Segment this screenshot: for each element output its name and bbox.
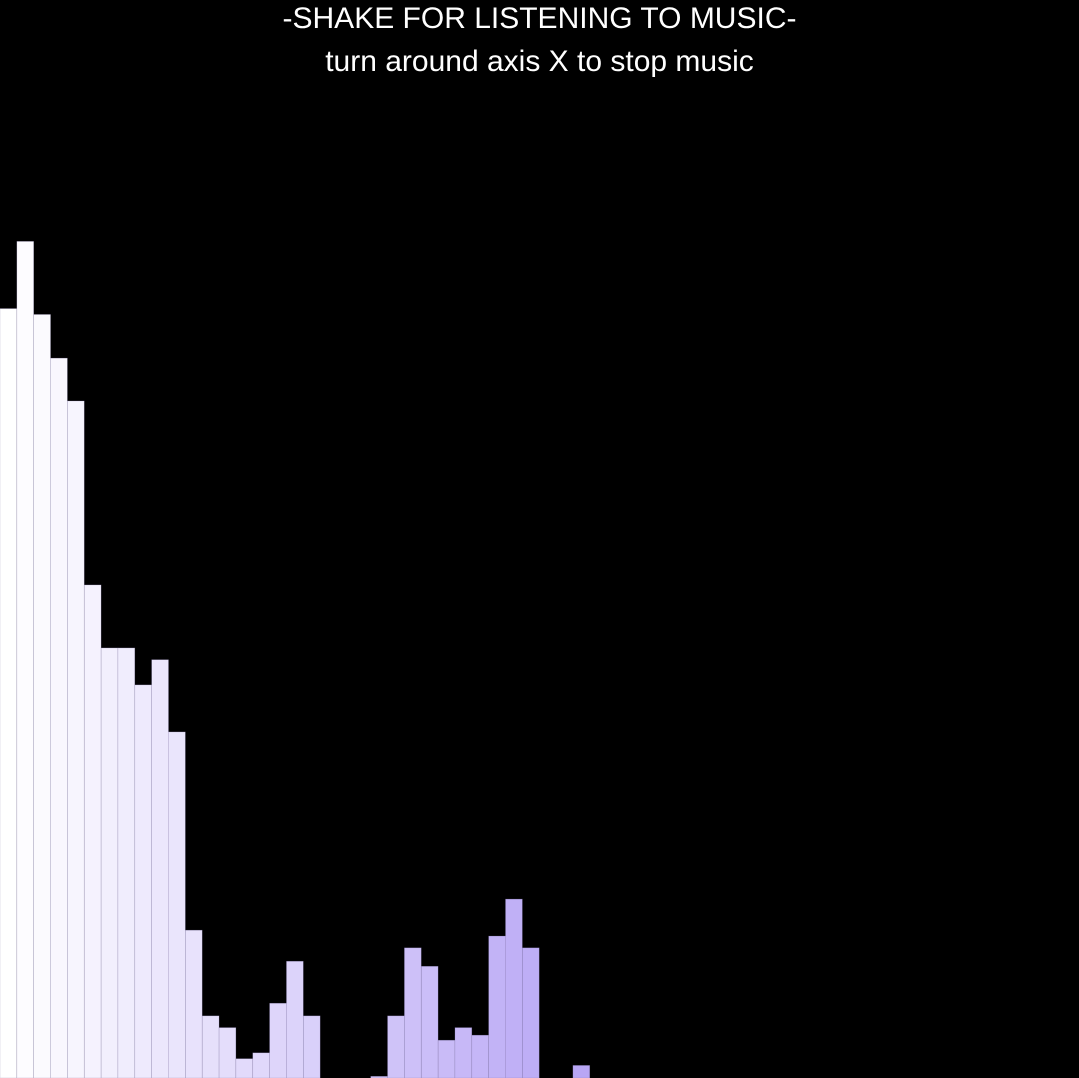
spectrum-bar: [572, 1065, 591, 1078]
spectrum-bar: [269, 1002, 287, 1078]
spectrum-bar: [100, 647, 119, 1078]
spectrum-bar: [83, 584, 102, 1078]
spectrum-bar: [437, 1039, 456, 1078]
spectrum-bar: [218, 1027, 237, 1078]
spectrum-bar: [33, 314, 51, 1078]
spectrum-bar: [201, 1015, 220, 1078]
spectrum-bar: [252, 1052, 270, 1078]
audio-spectrum-visualizer: [0, 100, 1079, 1078]
spectrum-bar: [488, 935, 506, 1078]
spectrum-bar: [16, 241, 35, 1078]
spectrum-bar: [185, 929, 203, 1078]
instructions-header: -SHAKE FOR LISTENING TO MUSIC- turn arou…: [0, 0, 1079, 82]
spectrum-bar: [235, 1058, 254, 1078]
spectrum-bar: [505, 898, 523, 1078]
spectrum-bar: [454, 1027, 473, 1078]
spectrum-bar: [168, 731, 186, 1078]
spectrum-bar: [67, 400, 85, 1078]
spectrum-bar: [151, 659, 169, 1078]
spectrum-bar: [471, 1034, 489, 1078]
instruction-title: -SHAKE FOR LISTENING TO MUSIC-: [282, 2, 797, 35]
spectrum-bar: [50, 357, 68, 1078]
spectrum-bar: [387, 1015, 405, 1078]
spectrum-bar: [286, 960, 304, 1078]
spectrum-bar: [302, 1015, 321, 1078]
spectrum-bar: [117, 647, 136, 1078]
spectrum-bar: [134, 684, 152, 1078]
spectrum-bar: [404, 947, 422, 1078]
spectrum-bar: [420, 965, 439, 1078]
spectrum-bars: [0, 241, 591, 1078]
instruction-subtitle: turn around axis X to stop music: [325, 45, 754, 78]
spectrum-bar: [522, 947, 540, 1078]
spectrum-bar: [0, 308, 18, 1078]
